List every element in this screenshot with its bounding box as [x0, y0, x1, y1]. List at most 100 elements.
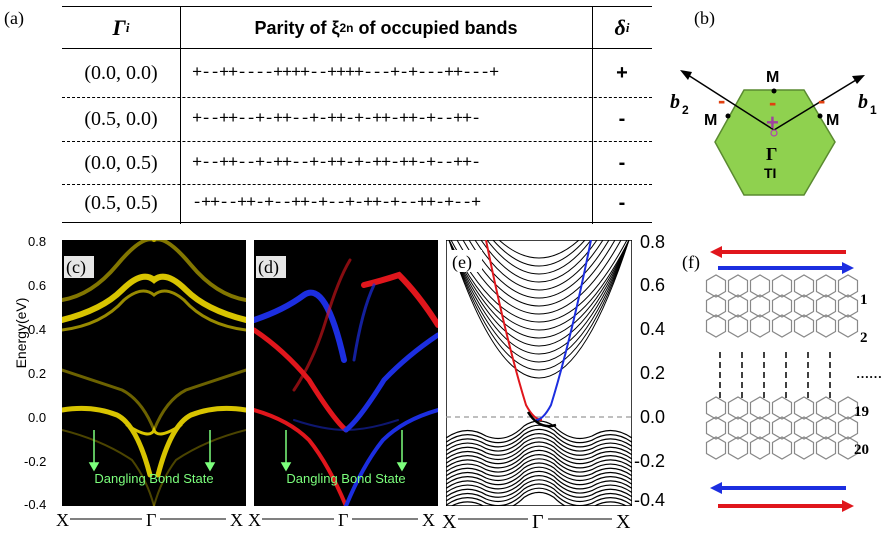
energy-axis-label: Energy(eV)	[13, 297, 29, 369]
row-delta: -	[618, 192, 626, 214]
row-parity: +--++--+-++--+-++-+-++-++-+--++-	[192, 110, 481, 129]
ytick-label-right: 0.8	[640, 232, 666, 252]
conduction-band-line	[456, 240, 622, 315]
header-parity: Parity of ξ 2n of occupied bands	[254, 17, 518, 38]
lattice-hexagon	[815, 416, 837, 440]
ytick-label: 0.0	[28, 410, 47, 425]
lattice-hexagon	[771, 274, 793, 298]
valence-band-line	[446, 433, 632, 452]
lattice-hexagon	[815, 396, 837, 420]
lattice-hexagon	[837, 274, 859, 298]
ytick-label-right: -0.4	[634, 490, 666, 510]
lattice-hexagon	[837, 396, 859, 420]
svg-text:Γ: Γ	[146, 510, 156, 530]
valence-band-line	[446, 420, 632, 439]
bz-plus-center: +	[766, 110, 779, 135]
lattice-hexagon	[727, 294, 749, 318]
ytick-label: 0.6	[28, 278, 47, 293]
svg-text:X: X	[616, 511, 631, 533]
lattice-hexagon	[815, 294, 837, 318]
lattice-hexagon	[771, 294, 793, 318]
valence-band-line	[446, 445, 632, 465]
ytick-label: 0.8	[28, 234, 47, 249]
lattice-hexagon	[837, 436, 859, 460]
conduction-band-line	[448, 240, 630, 347]
lattice-hexagon	[727, 416, 749, 440]
conduction-band-line	[498, 240, 580, 259]
row-point: (0.0, 0.0)	[84, 61, 158, 84]
panel-label-e: (e)	[452, 252, 472, 273]
row-parity: +--++--+-++--+-++-+-++-++-+--++-	[192, 153, 481, 173]
svg-text:X: X	[442, 511, 457, 533]
row-delta: -	[618, 108, 626, 130]
valence-band-line	[446, 441, 632, 460]
bz-minus-left: -	[718, 88, 725, 113]
conduction-band-line	[448, 240, 630, 331]
valence-band-line	[446, 449, 632, 469]
ytick-label: 0.2	[28, 366, 47, 381]
lattice-hexagon	[749, 416, 771, 440]
bz-label-b1-sub: 1	[870, 103, 877, 117]
lattice-hexagon	[749, 436, 771, 460]
valence-band-line	[446, 466, 632, 486]
valence-band-line	[446, 454, 632, 473]
conduction-band-line	[468, 240, 610, 299]
ytick-label: -0.2	[24, 454, 47, 469]
lattice-hexagon	[771, 396, 793, 420]
bz-label-ti: TI	[764, 165, 776, 181]
lattice-hexagon	[727, 396, 749, 420]
svg-text:(c): (c)	[66, 257, 86, 278]
lattice-hexagon	[837, 416, 859, 440]
lattice-hexagon	[749, 274, 771, 298]
lattice-hexagon	[815, 314, 837, 338]
bz-label-gamma: Γ	[766, 144, 777, 164]
conduction-band-line	[480, 240, 598, 283]
panel-label-a: (a)	[4, 8, 24, 28]
lattice-hexagon	[793, 436, 815, 460]
lattice-hexagon	[771, 314, 793, 338]
valence-band-line	[446, 437, 632, 456]
row-point: (0.5, 0.5)	[84, 192, 158, 214]
lattice-hexagon	[705, 416, 727, 440]
lattice-hexagon	[815, 436, 837, 460]
x-axis-labels: X Γ X X Γ X X Γ X	[56, 510, 631, 533]
valence-band-line	[446, 458, 632, 477]
layer-label: 20	[854, 442, 869, 458]
bz-label-b2-sub: 2	[682, 103, 689, 117]
ribbon-structure: 1 2 …… 19 20	[705, 246, 882, 512]
row-point: (0.0, 0.5)	[84, 151, 158, 174]
valence-band-line	[446, 424, 632, 444]
row-parity: -++--++-+--++-+--+-++-+--++-+--+	[192, 194, 481, 213]
valence-band-line	[446, 462, 632, 481]
dangling-bond-label: Dangling Bond State	[286, 471, 405, 486]
lattice-hexagon	[837, 314, 859, 338]
conduction-band-line	[448, 240, 630, 355]
panel-label-f: (f)	[682, 252, 700, 272]
bz-label-b1: b	[858, 91, 868, 113]
lattice-hexagon	[749, 314, 771, 338]
svg-text:X: X	[230, 510, 243, 530]
layer-label: 1	[860, 292, 868, 308]
row-delta: -	[618, 151, 626, 174]
bz-label-M-left: M	[704, 112, 717, 129]
lattice-hexagon	[771, 436, 793, 460]
lattice-hexagon	[749, 396, 771, 420]
lattice-hexagon	[727, 436, 749, 460]
lattice-hexagon	[793, 396, 815, 420]
valence-band-line	[446, 483, 632, 502]
svg-text:Γ: Γ	[532, 511, 544, 533]
svg-text:X: X	[422, 510, 435, 530]
bz-label-b2: b	[670, 91, 680, 113]
dangling-bond-label: Dangling Bond State	[94, 471, 213, 486]
lattice-hexagon	[727, 314, 749, 338]
ytick-label: 0.4	[28, 322, 47, 337]
brillouin-zone-diagram: M M M - - - + Γ TI b 2 b 1	[670, 69, 877, 196]
lattice-hexagon	[705, 436, 727, 460]
lattice-hexagon	[793, 416, 815, 440]
lattice-hexagon	[705, 294, 727, 318]
valence-band-line	[446, 470, 632, 490]
conduction-band-line	[448, 240, 630, 363]
lattice-hexagon	[793, 294, 815, 318]
